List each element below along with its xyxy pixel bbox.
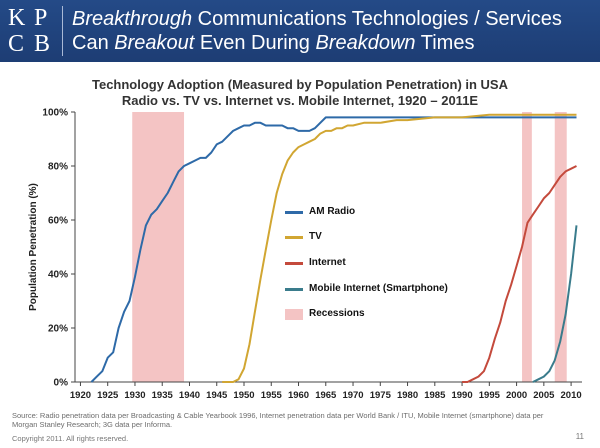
x-tick-label-2010: 2010: [561, 390, 582, 401]
x-tick-label-2005: 2005: [533, 390, 555, 401]
hl1-run-0: Breakthrough: [72, 8, 193, 30]
legend-label-am-radio: AM Radio: [309, 206, 356, 217]
legend-label-internet: Internet: [309, 257, 346, 268]
adoption-line-chart: 0% 20% 40% 60% 80% 100% 1920 1925 1930 1935 1940 19…: [28, 108, 582, 401]
legend-label-tv: TV: [309, 231, 322, 242]
x-tick-label-1930: 1930: [124, 390, 145, 401]
hl2-run-3: Breakdown: [315, 32, 416, 54]
x-tick-label-1925: 1925: [97, 390, 119, 401]
y-tick-label-40: 40%: [48, 270, 68, 281]
hl2-run-0: Can: [72, 32, 115, 54]
logo-divider: [62, 6, 63, 56]
hl2-run-4: Times: [415, 32, 475, 54]
hl1-run-1: Communications Technologies / Services: [192, 8, 562, 30]
kpcb-logo: K P C B: [4, 4, 60, 58]
recession-band-2: [554, 112, 567, 382]
legend-swatch-tv: [285, 236, 303, 239]
y-axis-label: Population Penetration (%): [28, 183, 39, 311]
source-line-2: Morgan Stanley Research; 3G data per Inf…: [12, 420, 173, 429]
recession-band-1: [522, 112, 532, 382]
y-tick-label-0: 0%: [54, 378, 69, 389]
legend-swatch-internet: [285, 262, 303, 265]
legend-swatch-recessions: [285, 309, 303, 320]
chart-title-line-2: Radio vs. TV vs. Internet vs. Mobile Int…: [121, 93, 479, 108]
x-tick-label-1960: 1960: [288, 390, 309, 401]
legend-label-recessions: Recessions: [309, 308, 365, 319]
logo-letter-b: B: [34, 31, 51, 57]
x-tick-label-1965: 1965: [315, 390, 337, 401]
source-line-1: Source: Radio penetration data per Broad…: [12, 411, 544, 420]
y-tick-label-80: 80%: [48, 162, 68, 173]
y-tick-label-100: 100%: [42, 108, 68, 119]
x-tick-label-1985: 1985: [424, 390, 446, 401]
x-tick-label-1920: 1920: [70, 390, 91, 401]
slide-header: K P C B Breakthrough Communications Tech…: [0, 0, 600, 62]
y-tick-label-20: 20%: [48, 324, 68, 335]
series-line-mobile-internet-smartphone: [532, 225, 578, 383]
slide-headline: Breakthrough Communications Technologies…: [72, 7, 562, 55]
y-tick-label-60: 60%: [48, 216, 68, 227]
page-number: 11: [575, 432, 584, 441]
x-tick-label-1975: 1975: [370, 390, 392, 401]
logo-letter-c: C: [8, 31, 25, 57]
hl2-run-2: Even During: [194, 32, 316, 54]
chart-title-line-1: Technology Adoption (Measured by Populat…: [91, 77, 508, 92]
source-note: Source: Radio penetration data per Broad…: [12, 411, 572, 429]
x-tick-label-1970: 1970: [342, 390, 363, 401]
legend-swatch-mobile-internet: [285, 288, 303, 291]
x-tick-label-1955: 1955: [261, 390, 283, 401]
logo-letter-p: P: [34, 5, 48, 31]
legend-label-mobile-internet: Mobile Internet (Smartphone): [309, 283, 448, 294]
x-tick-label-1980: 1980: [397, 390, 418, 401]
headline-line-2: Can Breakout Even During Breakdown Times: [72, 31, 562, 55]
x-tick-label-2000: 2000: [506, 390, 527, 401]
copyright-notice: Copyright 2011. All rights reserved.: [12, 434, 129, 443]
hl2-run-1: Breakout: [114, 32, 195, 54]
x-tick-label-1990: 1990: [451, 390, 472, 401]
logo-letter-k: K: [8, 5, 26, 31]
headline-line-1: Breakthrough Communications Technologies…: [72, 7, 562, 31]
legend-swatch-am-radio: [285, 211, 303, 214]
x-tick-label-1945: 1945: [206, 390, 228, 401]
series-line-am-radio: [90, 116, 577, 383]
x-tick-label-1995: 1995: [479, 390, 501, 401]
x-tick-label-1935: 1935: [152, 390, 174, 401]
series-line-tv: [222, 113, 577, 383]
x-tick-label-1950: 1950: [233, 390, 254, 401]
series-line-internet: [462, 165, 577, 383]
x-tick-label-1940: 1940: [179, 390, 200, 401]
